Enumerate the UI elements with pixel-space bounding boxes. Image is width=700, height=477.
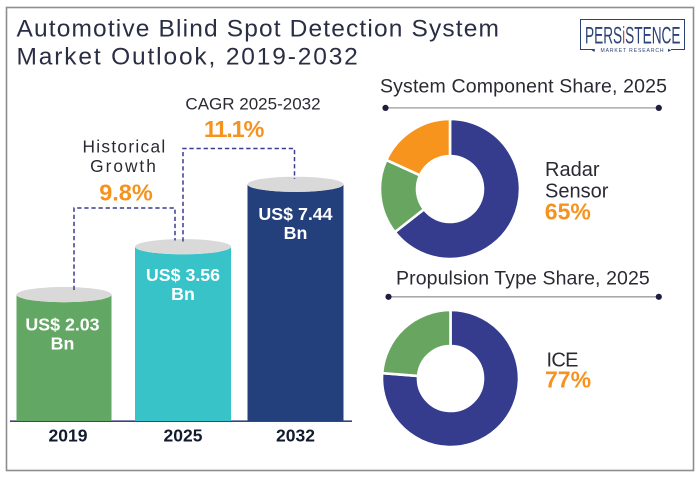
svg-text:US$ 7.44: US$ 7.44	[258, 204, 332, 224]
svg-text:Bn: Bn	[284, 223, 308, 243]
svg-text:PERSiSTENCE: PERSiSTENCE	[585, 23, 681, 50]
svg-text:9.8%: 9.8%	[99, 180, 153, 206]
svg-text:11.1%: 11.1%	[204, 116, 265, 142]
svg-text:77%: 77%	[545, 367, 591, 393]
svg-text:Automotive Blind Spot Detectio: Automotive Blind Spot Detection System	[17, 16, 501, 43]
svg-text:2019: 2019	[49, 426, 88, 446]
svg-text:2032: 2032	[276, 426, 315, 446]
svg-text:US$ 2.03: US$ 2.03	[25, 315, 99, 335]
svg-text:Growth: Growth	[90, 156, 158, 176]
svg-text:Historical: Historical	[82, 137, 166, 157]
svg-text:Bn: Bn	[51, 334, 75, 354]
svg-text:MARKET RESEARCH: MARKET RESEARCH	[601, 48, 665, 54]
svg-text:◂: ◂	[592, 47, 596, 54]
svg-text:Propulsion Type Share, 2025: Propulsion Type Share, 2025	[396, 268, 650, 290]
svg-text:ICE: ICE	[547, 350, 579, 372]
svg-text:2025: 2025	[164, 426, 203, 446]
svg-text:Bn: Bn	[171, 284, 195, 304]
svg-text:CAGR 2025-2032: CAGR 2025-2032	[185, 95, 320, 114]
svg-text:65%: 65%	[545, 199, 591, 225]
svg-text:Market Outlook, 2019-2032: Market Outlook, 2019-2032	[17, 44, 360, 71]
svg-text:Radar: Radar	[545, 159, 600, 181]
svg-text:Sensor: Sensor	[545, 181, 609, 203]
svg-text:System Component Share, 2025: System Component Share, 2025	[380, 76, 667, 98]
svg-text:▸: ▸	[668, 47, 672, 54]
svg-text:US$ 3.56: US$ 3.56	[146, 265, 220, 285]
